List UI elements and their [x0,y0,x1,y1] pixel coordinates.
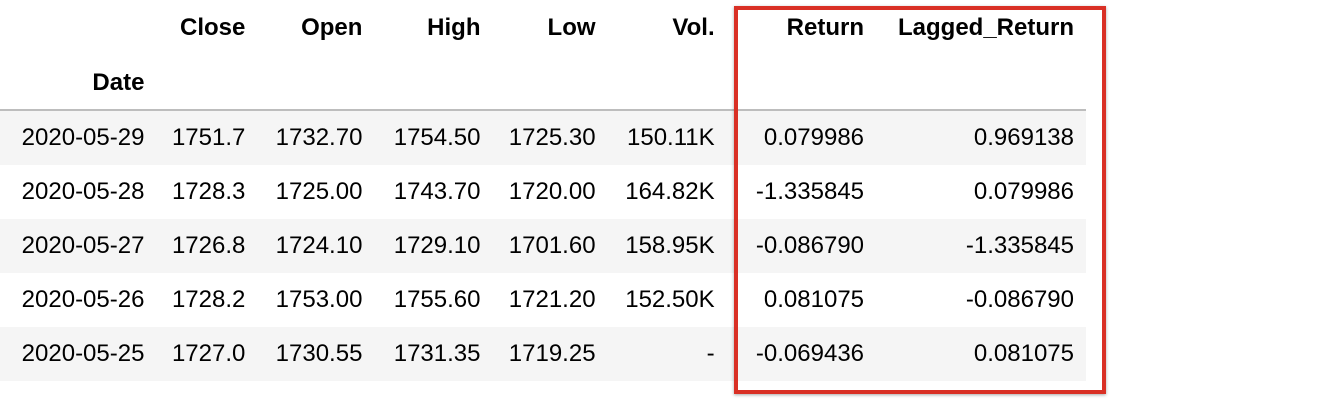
dataframe-table: Close Open High Low Vol. Return Lagged_R… [0,0,1086,381]
cell-high: 1743.70 [393,178,481,205]
cell-lagged-return: 0.081075 [876,327,1086,381]
cell-open: 1724.10 [257,219,375,273]
row-date: 2020-05-25 [0,327,157,381]
cell-high: 1731.35 [374,327,493,381]
cell-low: 1725.30 [492,110,608,165]
cell-vol: - [607,327,727,381]
cell-open: 1725.00 [275,178,363,205]
column-header-high: High [427,14,481,41]
cell-low: 1719.25 [492,327,608,381]
cell-close: 1728.3 [171,178,246,205]
cell-lagged-return: 0.079986 [973,178,1074,205]
cell-close: 1727.0 [156,327,258,381]
cell-open: 1753.00 [275,286,363,313]
cell-high: 1755.60 [393,286,481,313]
row-date: 2020-05-27 [0,219,157,273]
cell-low: 1721.20 [508,286,596,313]
column-header-lagged-return: Lagged_Return [897,14,1074,41]
cell-return: -1.335845 [755,178,865,205]
table-body: 2020-05-29 1751.7 1732.70 1754.50 1725.3… [0,110,1086,381]
cell-low: 1720.00 [508,178,596,205]
cell-open: 1732.70 [257,110,375,165]
row-date: 2020-05-26 [21,286,145,313]
table-row: 2020-05-28 1728.3 1725.00 1743.70 1720.0… [0,165,1086,219]
column-header-vol: Vol. [672,14,715,41]
cell-return: -0.086790 [726,219,877,273]
column-header-low: Low [547,14,596,41]
cell-close: 1728.2 [171,286,246,313]
cell-lagged-return: -0.086790 [965,286,1074,313]
cell-close: 1751.7 [156,110,258,165]
cell-lagged-return: -1.335845 [876,219,1086,273]
row-date: 2020-05-29 [0,110,157,165]
cell-return: 0.081075 [763,286,865,313]
cell-vol: 164.82K [625,178,715,205]
cell-return: -0.069436 [726,327,877,381]
cell-lagged-return: 0.969138 [876,110,1086,165]
cell-return: 0.079986 [726,110,877,165]
row-date: 2020-05-28 [21,178,145,205]
index-header-date: Date [0,56,157,111]
cell-high: 1729.10 [374,219,493,273]
index-header-row: Date [0,56,1086,111]
cell-high: 1754.50 [374,110,493,165]
column-header-return: Return [786,14,865,41]
cell-close: 1726.8 [156,219,258,273]
corner-cell [0,0,156,56]
column-header-close: Close [180,14,246,41]
table-row: 2020-05-27 1726.8 1724.10 1729.10 1701.6… [0,219,1086,273]
table-row: 2020-05-29 1751.7 1732.70 1754.50 1725.3… [0,110,1086,165]
cell-vol: 152.50K [625,286,715,313]
cell-vol: 158.95K [607,219,727,273]
column-header-open: Open [301,14,363,41]
cell-low: 1701.60 [492,219,608,273]
table-row: 2020-05-25 1727.0 1730.55 1731.35 1719.2… [0,327,1086,381]
cell-open: 1730.55 [257,327,375,381]
cell-vol: 150.11K [607,110,727,165]
column-header-row: Close Open High Low Vol. Return Lagged_R… [0,0,1086,56]
table-row: 2020-05-26 1728.2 1753.00 1755.60 1721.2… [0,273,1086,327]
table-header: Close Open High Low Vol. Return Lagged_R… [0,0,1086,111]
